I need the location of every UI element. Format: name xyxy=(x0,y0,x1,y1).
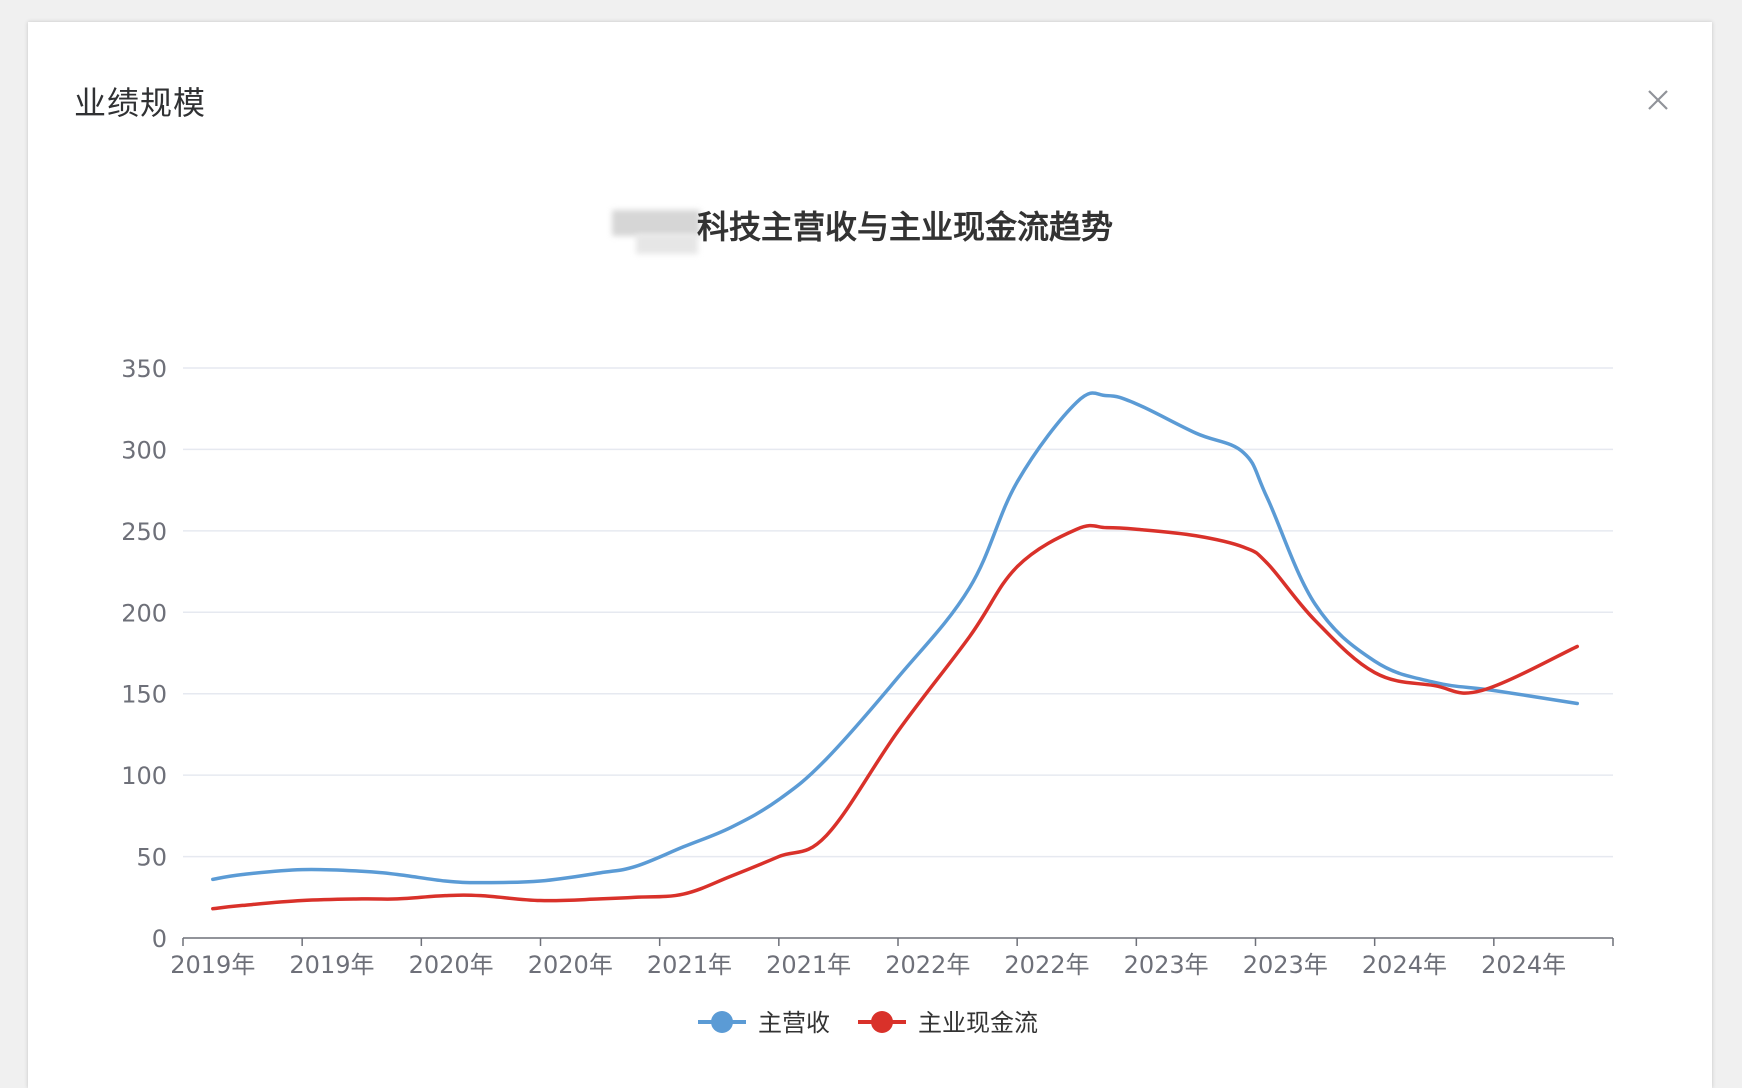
redacted-company-name xyxy=(612,210,700,236)
legend-label: 主业现金流 xyxy=(918,1009,1038,1037)
series-line-0 xyxy=(211,391,1579,885)
y-tick-label: 250 xyxy=(121,518,167,546)
y-tick-label: 50 xyxy=(136,844,167,872)
x-tick-label: 2022年 xyxy=(885,951,970,979)
performance-modal: 业绩规模 xyxy=(28,22,1712,1088)
close-icon[interactable] xyxy=(1640,82,1676,118)
legend-marker xyxy=(711,1011,733,1033)
series-line-1 xyxy=(211,523,1579,911)
x-tick-label: 2020年 xyxy=(528,951,613,979)
y-tick-label: 350 xyxy=(121,355,167,383)
modal-title: 业绩规模 xyxy=(74,84,207,122)
axes: 0 50 100 150 200 250 300 350 2019年 2019年 2020年 2020… xyxy=(121,355,1614,979)
x-tick-label: 2021年 xyxy=(647,951,732,979)
x-tick-label: 2024年 xyxy=(1481,951,1566,979)
x-tick-label: 2021年 xyxy=(766,951,851,979)
y-tick-label: 200 xyxy=(121,599,167,627)
redacted-company-name-2 xyxy=(636,234,698,254)
y-tick-label: 150 xyxy=(121,681,167,709)
y-tick-label: 0 xyxy=(152,925,167,953)
y-tick-label: 300 xyxy=(121,436,167,464)
x-tick-label: 2023年 xyxy=(1243,951,1328,979)
x-tick-label: 2024年 xyxy=(1362,951,1447,979)
legend-label: 主营收 xyxy=(758,1009,830,1037)
legend-marker xyxy=(871,1011,893,1033)
x-tick-label: 2022年 xyxy=(1004,951,1089,979)
series-lines xyxy=(211,391,1579,911)
grid-lines xyxy=(183,367,1613,858)
x-tick-label: 2019年 xyxy=(289,951,374,979)
chart-title: 科技主营收与主业现金流趋势 xyxy=(697,208,1113,246)
legend-item-0[interactable]: 主营收 xyxy=(698,1009,830,1037)
x-tick-label: 2023年 xyxy=(1124,951,1209,979)
legend[interactable]: 主营收 主业现金流 xyxy=(698,1009,1038,1037)
x-tick-label: 2020年 xyxy=(409,951,494,979)
legend-item-1[interactable]: 主业现金流 xyxy=(858,1009,1038,1037)
y-tick-label: 100 xyxy=(121,762,167,790)
x-tick-label: 2019年 xyxy=(170,951,255,979)
